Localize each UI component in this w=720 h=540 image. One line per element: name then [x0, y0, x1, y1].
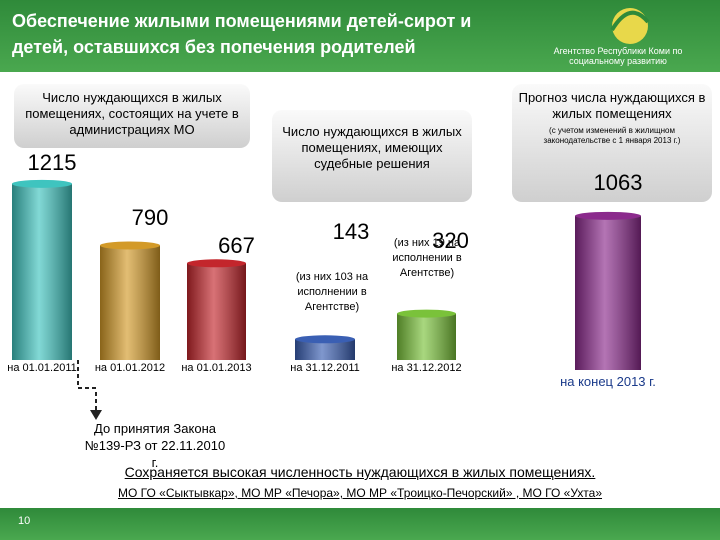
note: (из них 19 на исполнении в Агентстве)	[392, 237, 462, 279]
slide-title: Обеспечение жилыми помещениями детей-сир…	[12, 11, 472, 57]
caption: Число нуждающихся в жилых помещениях, им…	[272, 110, 472, 202]
bar-top	[397, 309, 456, 318]
conclusion: МО ГО «Сыктывкар», МО МР «Печора», МО МР…	[117, 486, 603, 500]
bar-top	[295, 335, 355, 344]
value-label: 1215	[27, 149, 77, 175]
conclusion: Сохраняется высокая численность нуждающи…	[124, 464, 596, 480]
header-band	[0, 0, 720, 72]
bar-shade	[295, 339, 355, 360]
law-note: До принятия Закона №139-РЗ от 22.11.2010…	[84, 421, 226, 470]
bar-shade	[575, 215, 641, 370]
bar-top	[12, 179, 72, 188]
caption: Число нуждающихся в жилых помещениях, со…	[14, 84, 250, 148]
logo-mark	[610, 10, 650, 32]
footer-band	[0, 508, 720, 540]
page-number: 10	[18, 515, 31, 527]
bar-top	[100, 241, 160, 250]
bar-shade	[12, 183, 72, 360]
dashed-arrow	[77, 360, 97, 412]
bar-shade	[100, 245, 160, 360]
value-label: 143	[332, 219, 370, 245]
note: (из них 103 на исполнении в Агентстве)	[295, 271, 369, 313]
caption: Прогноз числа нуждающихся в жилых помеще…	[518, 90, 706, 121]
value-label: 790	[131, 205, 169, 231]
value-label: 320	[432, 227, 469, 253]
bar-shade	[187, 263, 246, 360]
arrow-head	[90, 410, 102, 420]
date-label: на 01.01.2011	[7, 362, 77, 374]
value-label: 667	[218, 233, 255, 259]
bar-shade	[397, 313, 456, 360]
caption-note: (с учетом изменений в жилищном законодат…	[543, 126, 681, 145]
date-label: на 01.01.2013	[181, 362, 252, 374]
date-label: на 01.01.2012	[94, 362, 166, 374]
date-label: на 31.12.2011	[290, 362, 360, 374]
date-label: на конец 2013 г.	[560, 374, 656, 389]
agency-name: Агентство Республики Коми по социальному…	[553, 46, 683, 66]
caption-box: Прогноз числа нуждающихся в жилых помеще…	[512, 84, 712, 202]
date-label: на 31.12.2012	[391, 362, 462, 374]
bar-top	[187, 259, 246, 268]
bar-top	[575, 211, 641, 220]
value-label: 1063	[593, 169, 643, 195]
